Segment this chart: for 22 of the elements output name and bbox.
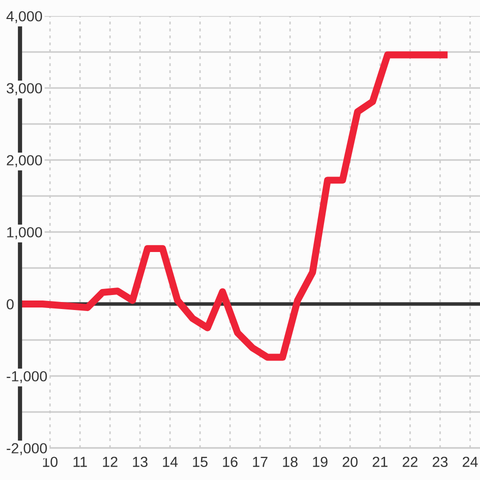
y-tick-label: 1,000 <box>7 227 42 240</box>
y-tick-label: 2,000 <box>6 155 42 168</box>
x-tick-label: 13 <box>133 456 148 468</box>
x-tick-label: 24 <box>462 456 478 467</box>
x-tick-label: 12 <box>103 456 118 467</box>
y-tick-label: -1,000 <box>6 371 47 384</box>
x-tick-label: 18 <box>283 456 298 468</box>
x-tick-label: 10 <box>43 456 58 468</box>
x-tick-label: 14 <box>163 456 178 467</box>
y-tick-label: 3,000 <box>6 83 42 96</box>
x-tick-label: 15 <box>193 456 208 468</box>
x-tick-label: 11 <box>74 456 87 467</box>
y-tick-label: -2,000 <box>6 443 47 456</box>
x-tick-label: 19 <box>313 456 328 468</box>
x-tick-label: 17 <box>253 456 268 467</box>
y-tick-label: 0 <box>6 299 14 310</box>
x-tick-label: 20 <box>342 456 358 468</box>
x-tick-label: 22 <box>402 456 418 467</box>
y-tick-label: 4,000 <box>6 11 42 24</box>
x-tick-label: 16 <box>223 456 238 468</box>
x-tick-label: 23 <box>432 456 448 468</box>
x-tick-label: 21 <box>372 456 388 467</box>
